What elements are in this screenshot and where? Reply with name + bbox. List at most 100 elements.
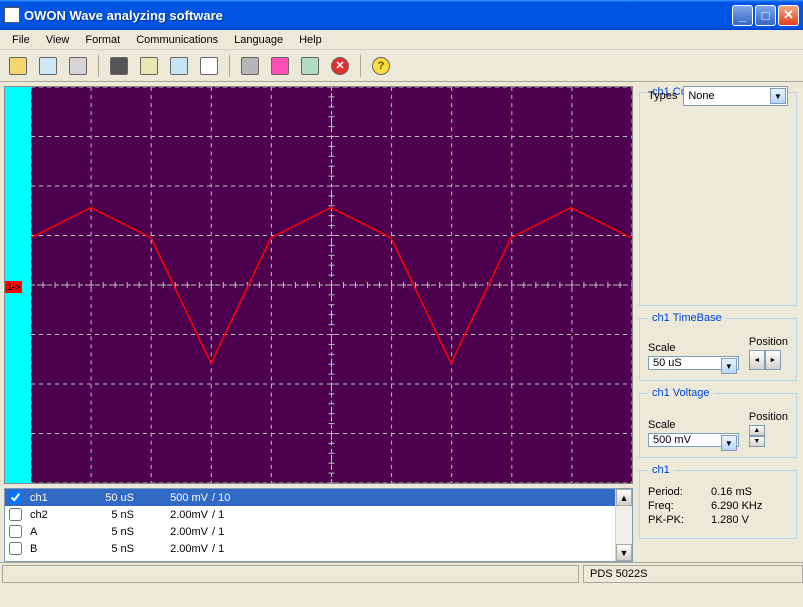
toolbar-separator — [98, 55, 99, 77]
freq-value: 6.290 KHz — [711, 500, 762, 512]
status-model-text: PDS 5022S — [590, 568, 647, 580]
menu-communications[interactable]: Communications — [128, 32, 226, 48]
channel-name: A — [30, 526, 70, 538]
open-button[interactable] — [6, 54, 30, 78]
channel-checkbox-A[interactable] — [9, 525, 22, 538]
channel-checkbox-ch1[interactable] — [9, 491, 22, 504]
scatter-button[interactable] — [197, 54, 221, 78]
channel-list-scrollbar[interactable]: ▲ ▼ — [615, 489, 632, 561]
window-titlebar: OWON Wave analyzing software _ □ ✕ — [0, 0, 803, 30]
timebase-legend: ch1 TimeBase — [648, 312, 726, 324]
channel-div: / 1 — [212, 543, 252, 555]
wave-button[interactable] — [167, 54, 191, 78]
stop-button[interactable]: ✕ — [328, 54, 352, 78]
channel-name: ch1 — [30, 492, 70, 504]
voltage-panel: ch1 Voltage Scale 500 mV ▼ Position ▲ ▼ — [639, 387, 797, 458]
device-button[interactable] — [238, 54, 262, 78]
channel-1-marker: 1-> — [5, 281, 22, 293]
channel-volt: 2.00mV — [138, 543, 208, 555]
menu-format[interactable]: Format — [77, 32, 128, 48]
waveform-grid[interactable] — [31, 87, 632, 483]
help-icon: ? — [372, 57, 390, 75]
chevron-down-icon: ▼ — [721, 435, 737, 451]
scatter-icon — [200, 57, 218, 75]
print-button[interactable] — [66, 54, 90, 78]
channel-div: / 10 — [212, 492, 252, 504]
voltage-scale-label: Scale — [648, 419, 739, 431]
menu-language[interactable]: Language — [226, 32, 291, 48]
statusbar: PDS 5022S — [0, 562, 803, 584]
wave-icon — [170, 57, 188, 75]
connect-button[interactable] — [298, 54, 322, 78]
types-label: Types — [648, 90, 677, 102]
timebase-scale-select[interactable]: 50 uS ▼ — [648, 356, 739, 370]
cursor-panel: ch1 Cursor Types None ▼ — [639, 86, 797, 306]
freq-label: Freq: — [648, 500, 703, 512]
open-icon — [9, 57, 27, 75]
search-button[interactable] — [36, 54, 60, 78]
channel-name: ch2 — [30, 509, 70, 521]
scroll-down-button[interactable]: ▼ — [616, 544, 632, 561]
minimize-button[interactable]: _ — [732, 5, 753, 26]
menu-file[interactable]: File — [4, 32, 38, 48]
timebase-position-right-button[interactable]: ► — [765, 350, 781, 370]
device-icon — [241, 57, 259, 75]
oscilloscope-display: 1-> — [4, 86, 633, 484]
chevron-down-icon: ▼ — [721, 358, 737, 374]
timebase-panel: ch1 TimeBase Scale 50 uS ▼ Position ◄ ► — [639, 312, 797, 381]
app-icon — [4, 7, 20, 23]
toolbar-separator — [229, 55, 230, 77]
timebase-scale-value: 50 uS — [653, 357, 682, 369]
channel-row-ch2[interactable]: ch25 nS2.00mV/ 1 — [5, 506, 615, 523]
channel-1-marker-label: 1-> — [7, 282, 20, 292]
scroll-up-button[interactable]: ▲ — [616, 489, 632, 506]
channel-row-A[interactable]: A5 nS2.00mV/ 1 — [5, 523, 615, 540]
record-button[interactable] — [268, 54, 292, 78]
period-label: Period: — [648, 486, 703, 498]
channel-volt: 500 mV — [138, 492, 208, 504]
status-model-cell: PDS 5022S — [583, 565, 803, 583]
print-icon — [69, 57, 87, 75]
record-icon — [271, 57, 289, 75]
close-button[interactable]: ✕ — [778, 5, 799, 26]
timebase-scale-label: Scale — [648, 342, 739, 354]
maximize-button[interactable]: □ — [755, 5, 776, 26]
period-value: 0.16 mS — [711, 486, 752, 498]
window-title: OWON Wave analyzing software — [24, 8, 732, 23]
channel-row-ch1[interactable]: ch1 50 uS 500 mV / 10 — [5, 489, 615, 506]
channel-volt: 2.00mV — [138, 509, 208, 521]
channel-time: 5 nS — [74, 526, 134, 538]
timebase-position-left-button[interactable]: ◄ — [749, 350, 765, 370]
scroll-track[interactable] — [616, 506, 632, 544]
status-main-cell — [2, 565, 579, 583]
help-button[interactable]: ? — [369, 54, 393, 78]
voltage-position-down-button[interactable]: ▼ — [749, 436, 765, 447]
channel-time: 5 nS — [74, 543, 134, 555]
chevron-down-icon: ▼ — [770, 88, 786, 104]
cursor-types-select[interactable]: None ▼ — [683, 86, 788, 106]
voltage-scale-value: 500 mV — [653, 434, 691, 446]
channel-list: ch1 50 uS 500 mV / 10 ch2 5 nS 2.00mV / 1 A 5 nS 2… — [4, 488, 633, 562]
grid-button[interactable] — [107, 54, 131, 78]
stop-icon: ✕ — [331, 57, 349, 75]
cursor-button[interactable] — [137, 54, 161, 78]
voltage-scale-select[interactable]: 500 mV ▼ — [648, 433, 739, 447]
channel-checkbox-ch2[interactable] — [9, 508, 22, 521]
channel-row-B[interactable]: B5 nS2.00mV/ 1 — [5, 540, 615, 557]
channel-div: / 1 — [212, 509, 252, 521]
grid-icon — [110, 57, 128, 75]
menubar: FileViewFormatCommunicationsLanguageHelp — [0, 30, 803, 50]
timebase-position-label: Position — [749, 336, 788, 348]
menu-help[interactable]: Help — [291, 32, 330, 48]
pkpk-value: 1.280 V — [711, 514, 749, 526]
search-icon — [39, 57, 57, 75]
channel-time: 50 uS — [74, 492, 134, 504]
cursor-types-value: None — [688, 90, 714, 102]
channel-volt: 2.00mV — [138, 526, 208, 538]
voltage-position-up-button[interactable]: ▲ — [749, 425, 765, 436]
ch1-info-panel: ch1 Period: 0.16 mS Freq: 6.290 KHz PK-P… — [639, 464, 797, 539]
toolbar: ✕? — [0, 50, 803, 82]
channel-checkbox-B[interactable] — [9, 542, 22, 555]
menu-view[interactable]: View — [38, 32, 78, 48]
ch1-info-legend: ch1 — [648, 464, 674, 476]
